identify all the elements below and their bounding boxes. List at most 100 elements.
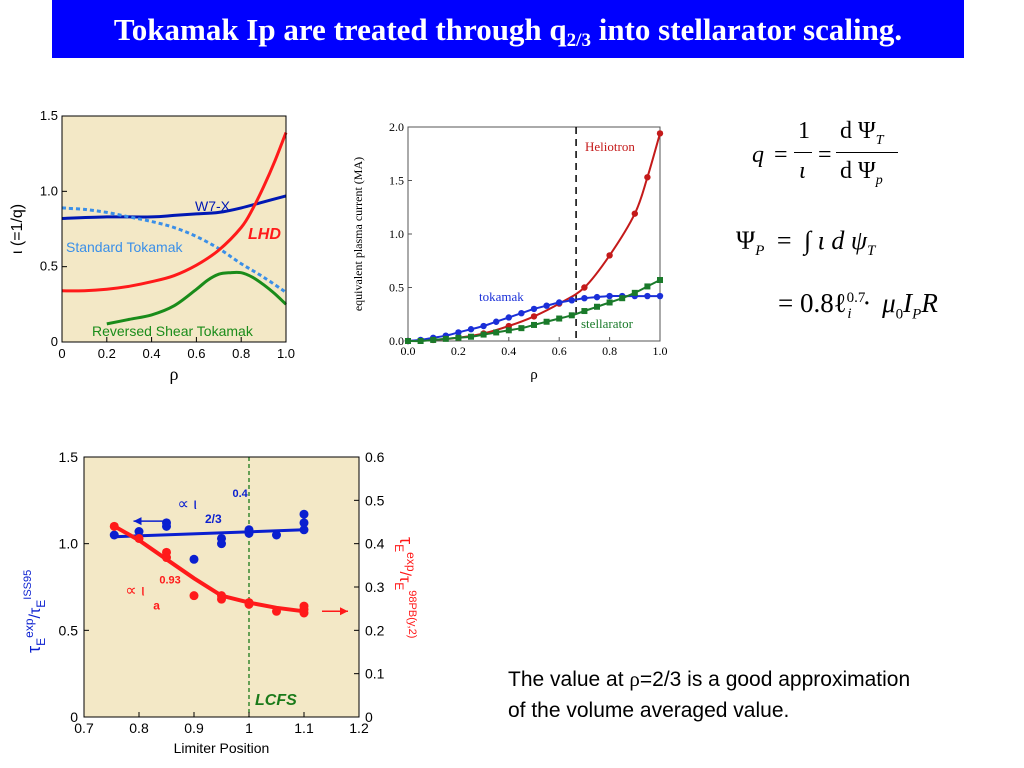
- eq-equals-3: =: [776, 226, 792, 255]
- left-y-tick-label: 0: [70, 709, 78, 725]
- right-E-sub: E: [392, 544, 406, 552]
- x-tick-label: 0.8: [232, 346, 250, 361]
- note-line-2: of the volume averaged value.: [508, 699, 790, 722]
- y-axis-label: ι (=1/q): [9, 204, 26, 254]
- blue-data-point: [299, 509, 309, 519]
- blue-data-point: [109, 530, 119, 540]
- x-tick-label: 0.6: [552, 344, 567, 358]
- data-point: [480, 322, 487, 330]
- data-point: [505, 314, 512, 321]
- left-tau: τ: [24, 646, 44, 653]
- y-tick-label: 1.5: [40, 108, 58, 123]
- fraction-bar-1: [794, 152, 812, 153]
- data-point: [631, 289, 638, 296]
- plasma-current-chart: 0.0 0.2 0.4 0.6 0.8 1.0 0.0 0.5 1.0 1.5 2.0 ρ equiva…: [351, 120, 668, 383]
- blue-data-point: [134, 527, 144, 537]
- ell-sub-i: i: [847, 306, 852, 323]
- series-label: tokamak: [479, 289, 524, 304]
- title-main: Tokamak Ip are treated through q: [113, 12, 567, 47]
- data-point: [568, 312, 575, 319]
- data-point: [581, 308, 588, 315]
- data-point: [656, 292, 664, 300]
- x-tick-label: 1.0: [277, 346, 295, 361]
- series-label: LHD: [248, 226, 281, 243]
- eq-dpsip: d Ψp: [840, 158, 883, 189]
- blue-data-point: [162, 518, 171, 528]
- left-y-tick-label: 1.0: [59, 536, 79, 552]
- data-point: [518, 325, 525, 332]
- equation-psi-p: ΨP = ∫ ι d ψT: [736, 226, 875, 260]
- y-tick-label: 1.0: [40, 183, 58, 198]
- data-point: [594, 303, 600, 310]
- blue-annotation-prop: ∝ ι: [178, 496, 198, 513]
- eq-iota-denominator: ι: [799, 158, 806, 184]
- x-axis-label: ρ: [170, 364, 179, 384]
- data-point: [442, 335, 449, 342]
- left-y-tick-label: 0.5: [59, 622, 79, 638]
- red-data-point: [217, 594, 226, 604]
- right-axis-label-text: τEexp/τE98PB(y,2): [392, 537, 418, 638]
- eq-equals-2: =: [818, 142, 832, 168]
- y-tick-label: 0.5: [40, 259, 58, 274]
- note-line-1: The value at ρ=2/3 is a good approximati…: [508, 664, 1008, 695]
- series-label: Heliotron: [585, 139, 635, 154]
- plot-frame: [61, 115, 287, 343]
- x-tick-label: 0.4: [143, 346, 161, 361]
- x-tick-label: 0.9: [184, 720, 204, 736]
- data-point: [480, 331, 487, 338]
- y-tick-label: 0.0: [389, 334, 404, 348]
- integral-sub-t: T: [867, 243, 876, 260]
- data-point: [455, 334, 462, 341]
- plot-frame: [407, 126, 661, 342]
- data-point: [543, 302, 550, 309]
- blue-data-point: [189, 554, 199, 564]
- data-point: [631, 210, 638, 217]
- data-point: [530, 313, 538, 320]
- data-point: [606, 299, 613, 306]
- note-text-a: The value at: [508, 668, 630, 691]
- x-tick-label: 0.7: [74, 720, 94, 736]
- data-point: [505, 327, 512, 334]
- right-y-tick-label: 0: [365, 709, 373, 725]
- right-y-tick-label: 0.3: [365, 579, 385, 595]
- right-y-tick-label: 0.6: [365, 449, 385, 465]
- dpsip-sub: p: [875, 172, 883, 188]
- blue-data-point: [217, 539, 226, 549]
- eq-dpsiT: d ΨT: [840, 118, 884, 149]
- y-axis-label: equivalent plasma current (MA): [351, 157, 365, 311]
- psi-symbol: Ψ: [736, 226, 756, 255]
- x-axis-label: ρ: [530, 367, 538, 383]
- right-y-tick-label: 0.1: [365, 666, 385, 682]
- y-tick-label: 1.5: [389, 174, 404, 188]
- data-point: [543, 318, 550, 325]
- x-tick-label: 0.2: [98, 346, 116, 361]
- left-E2-sub: E: [34, 600, 48, 608]
- blue-annotation-sub: 2/3: [205, 512, 222, 526]
- data-point: [468, 333, 474, 340]
- x-tick-label: 0: [58, 346, 65, 361]
- data-point: [518, 309, 525, 317]
- data-point: [493, 318, 500, 325]
- red-data-point: [299, 601, 309, 611]
- x-tick-label: 0.8: [602, 344, 617, 358]
- blue-data-point: [244, 525, 254, 535]
- x-tick-label: 1.2: [349, 720, 369, 736]
- integral-expression: ∫ ι d ψ: [804, 226, 868, 255]
- approximation-note: The value at ρ=2/3 is a good approximati…: [508, 664, 1008, 726]
- right-axis-label: τEexp/τE98PB(y,2): [392, 537, 418, 638]
- data-point: [657, 277, 663, 284]
- x-tick-label: 0.4: [501, 344, 516, 358]
- y-tick-label: 0.5: [389, 281, 404, 295]
- note-rho: ρ: [629, 667, 640, 691]
- iota-profile-chart: 0 0.2 0.4 0.6 0.8 1.0 0 0.5 1.0 1.5 ρ ι (=1/q) W7-X S…: [9, 108, 295, 384]
- red-annotation-prop: ∝ ι: [125, 583, 145, 600]
- left-iss95-sup: ISS95: [22, 570, 34, 600]
- current-sub-p: P: [912, 306, 922, 323]
- y-tick-label: 0: [51, 334, 58, 349]
- dot-operator: ·: [862, 288, 872, 318]
- y-tick-label: 2.0: [389, 120, 404, 134]
- left-y-tick-label: 1.5: [59, 449, 79, 465]
- x-tick-label: 0.2: [451, 344, 466, 358]
- data-point: [644, 283, 651, 290]
- red-data-point: [109, 521, 119, 531]
